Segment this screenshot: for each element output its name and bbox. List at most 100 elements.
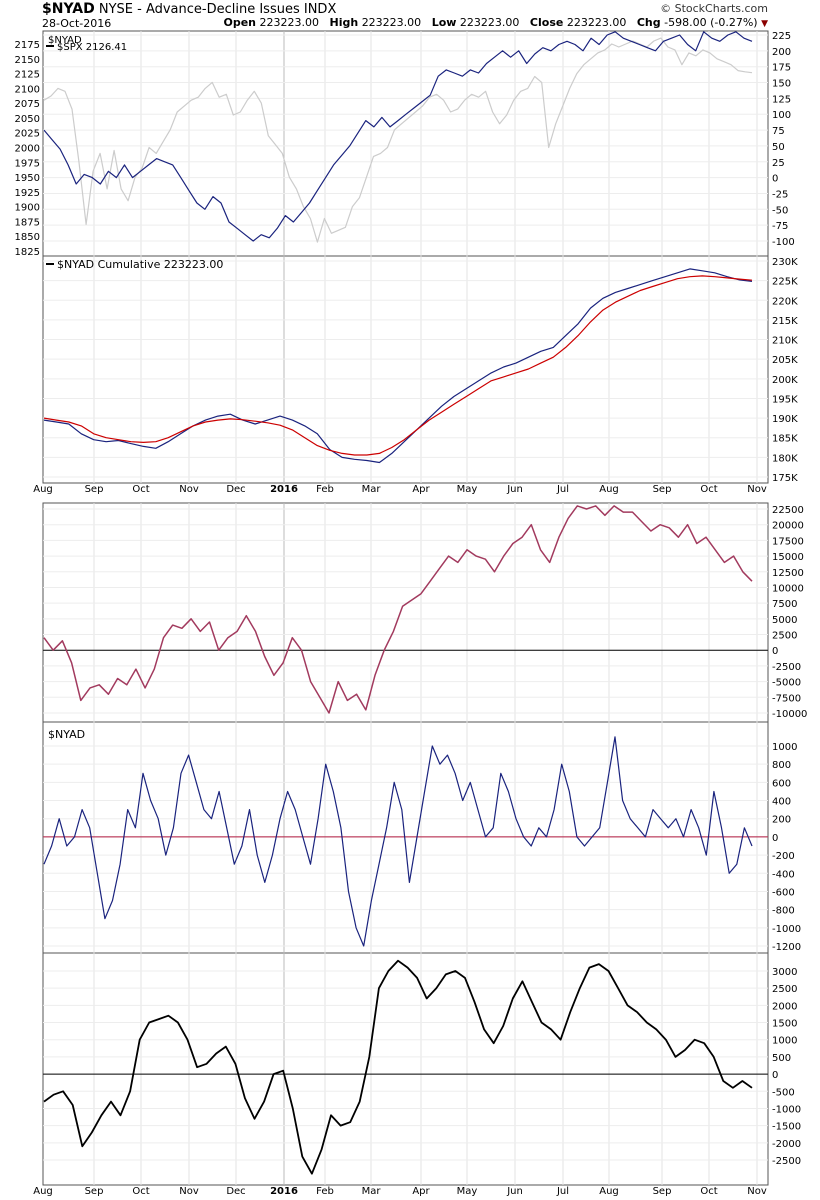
price-panel-right-tick-label: 225 bbox=[772, 31, 791, 42]
x-axis-label-2: Nov bbox=[747, 1186, 767, 1197]
x-axis-label-2: Nov bbox=[179, 1186, 199, 1197]
price-legend-nyad: $NYAD bbox=[48, 35, 82, 46]
high-label: High bbox=[329, 16, 359, 29]
price-panel-left-tick-label: 1875 bbox=[15, 217, 40, 228]
oscillator2-panel-right-tick-label: 600 bbox=[772, 778, 791, 789]
oscillator1-panel-right-tick-label: 5000 bbox=[772, 615, 797, 626]
close-label: Close bbox=[529, 16, 564, 29]
x-axis-label-2: 2016 bbox=[270, 1186, 298, 1197]
cumulative-panel-frame bbox=[42, 255, 769, 484]
x-axis-label-1: Sep bbox=[653, 484, 672, 495]
x-axis-label-2: Jun bbox=[506, 1186, 523, 1197]
cumulative-panel-series-moving-average bbox=[43, 275, 753, 456]
oscillator1-panel-right-tick-label: 22500 bbox=[772, 505, 804, 516]
oscillator3-panel-series-smoothed-oscillator bbox=[43, 959, 753, 1175]
price-panel-series--nyad bbox=[43, 31, 753, 242]
price-panel-right-tick-label: -25 bbox=[772, 189, 788, 200]
chart-title: $NYAD NYSE - Advance-Decline Issues INDX bbox=[42, 1, 336, 17]
chart-date: 28-Oct-2016 bbox=[42, 17, 112, 30]
price-panel-series--spx bbox=[43, 37, 753, 243]
oscillator2-panel-right-tick-label: -200 bbox=[772, 851, 795, 862]
open-value: 223223.00 bbox=[259, 16, 320, 29]
cumulative-panel-right-tick-label: 190K bbox=[772, 414, 798, 425]
x-axis-label-1: Oct bbox=[132, 484, 149, 495]
x-axis-label-2: Mar bbox=[362, 1186, 382, 1197]
cumulative-panel-right-tick-label: 225K bbox=[772, 277, 798, 288]
chg-label: Chg bbox=[636, 16, 661, 29]
x-axis-label-1: Sep bbox=[85, 484, 104, 495]
oscillator3-panel-right-tick-label: 0 bbox=[772, 1070, 778, 1081]
price-panel-right-tick-label: -100 bbox=[772, 237, 795, 248]
stockcharts-credit[interactable]: © StockCharts.com bbox=[660, 2, 768, 15]
price-panel-right-tick-label: 175 bbox=[772, 63, 791, 74]
x-axis-label-1: Nov bbox=[179, 484, 199, 495]
price-panel-right-tick-label: 150 bbox=[772, 79, 791, 90]
close-value: 223223.00 bbox=[566, 16, 627, 29]
x-axis-label-1: Dec bbox=[226, 484, 245, 495]
oscillator2-panel-right-tick-label: 200 bbox=[772, 815, 791, 826]
oscillator2-panel-right-tick-label: -400 bbox=[772, 869, 795, 880]
low-label: Low bbox=[431, 16, 457, 29]
cumulative-panel-right-tick-label: 215K bbox=[772, 316, 798, 327]
price-panel-right-tick-label: 75 bbox=[772, 126, 785, 137]
x-axis-label-1: 2016 bbox=[270, 484, 298, 495]
price-panel-left-tick-label: 1850 bbox=[15, 232, 40, 243]
cumulative-panel-right-tick-label: 205K bbox=[772, 355, 798, 366]
oscillator1-panel-right-tick-label: 7500 bbox=[772, 599, 797, 610]
x-axis-label-1: Oct bbox=[700, 484, 717, 495]
price-panel-left-tick-label: 2125 bbox=[15, 70, 40, 81]
symbol: $NYAD bbox=[42, 1, 95, 17]
price-panel-left-tick-label: 2175 bbox=[15, 40, 40, 51]
x-axis-label-1: Jun bbox=[506, 484, 523, 495]
price-panel-left-tick-label: 1900 bbox=[15, 203, 40, 214]
oscillator1-panel-right-tick-label: 10000 bbox=[772, 583, 804, 594]
price-panel-left-tick-label: 2150 bbox=[15, 55, 40, 66]
oscillator2-panel-right-tick-label: -800 bbox=[772, 906, 795, 917]
oscillator1-panel-right-tick-label: 15000 bbox=[772, 552, 804, 563]
oscillator3-panel-right-tick-label: -1500 bbox=[772, 1122, 801, 1133]
oscillator1-panel-right-tick-label: -7500 bbox=[772, 693, 801, 704]
down-arrow-icon: ▼ bbox=[761, 19, 768, 29]
price-panel-right-tick-label: 0 bbox=[772, 174, 778, 185]
oscillator3-panel-right-tick-label: -2500 bbox=[772, 1156, 801, 1167]
chg-value: -598.00 (-0.27%) bbox=[664, 16, 758, 29]
cumulative-panel-right-tick-label: 175K bbox=[772, 473, 798, 484]
oscillator3-panel-right-tick-label: 3000 bbox=[772, 967, 797, 978]
price-panel-left-tick-label: 1975 bbox=[15, 158, 40, 169]
price-panel-right-tick-label: 200 bbox=[772, 47, 791, 58]
oscillator2-panel-right-tick-label: -600 bbox=[772, 887, 795, 898]
oscillator2-panel-right-tick-label: 400 bbox=[772, 797, 791, 808]
cumulative-panel-series--nyad-cumulative bbox=[43, 268, 753, 464]
price-panel-right-tick-label: -75 bbox=[772, 221, 788, 232]
x-axis-label-2: Sep bbox=[85, 1186, 104, 1197]
price-legend-spx: $SPX 2126.41 bbox=[57, 42, 127, 53]
open-label: Open bbox=[223, 16, 256, 29]
price-panel-left-tick-label: 2025 bbox=[15, 129, 40, 140]
quote-summary: Open 223223.00 High 223223.00 Low 223223… bbox=[223, 16, 768, 29]
oscillator1-panel-right-tick-label: 12500 bbox=[772, 568, 804, 579]
oscillator1-panel-right-tick-label: 2500 bbox=[772, 631, 797, 642]
price-panel-left-tick-label: 2000 bbox=[15, 144, 40, 155]
oscillator1-panel-right-tick-label: -5000 bbox=[772, 678, 801, 689]
oscillator3-panel-right-tick-label: 500 bbox=[772, 1053, 791, 1064]
oscillator2-panel-right-tick-label: 800 bbox=[772, 760, 791, 771]
oscillator2-panel-right-tick-label: 1000 bbox=[772, 742, 797, 753]
price-panel-right-tick-label: 25 bbox=[772, 158, 785, 169]
oscillator1-panel-right-tick-label: -10000 bbox=[772, 709, 807, 720]
oscillator3-panel-frame bbox=[42, 952, 769, 1186]
oscillator2-panel-right-tick-label: -1000 bbox=[772, 924, 801, 935]
cumulative-panel-right-tick-label: 220K bbox=[772, 296, 798, 307]
cumulative-panel-right-tick-label: 200K bbox=[772, 375, 798, 386]
x-axis-label-2: May bbox=[457, 1186, 478, 1197]
oscillator2-panel-right-tick-label: -1200 bbox=[772, 942, 801, 953]
price-panel-left-tick-label: 1950 bbox=[15, 173, 40, 184]
oscillator2-legend: $NYAD bbox=[48, 728, 85, 741]
x-axis-label-1: Aug bbox=[599, 484, 619, 495]
oscillator3-panel-right-tick-label: 2500 bbox=[772, 984, 797, 995]
oscillator2-panel-frame bbox=[42, 721, 769, 954]
x-axis-label-2: Oct bbox=[700, 1186, 717, 1197]
cumulative-panel-right-tick-label: 180K bbox=[772, 453, 798, 464]
oscillator2-panel-series--nyad bbox=[43, 736, 753, 947]
cumulative-panel-right-tick-label: 185K bbox=[772, 434, 798, 445]
